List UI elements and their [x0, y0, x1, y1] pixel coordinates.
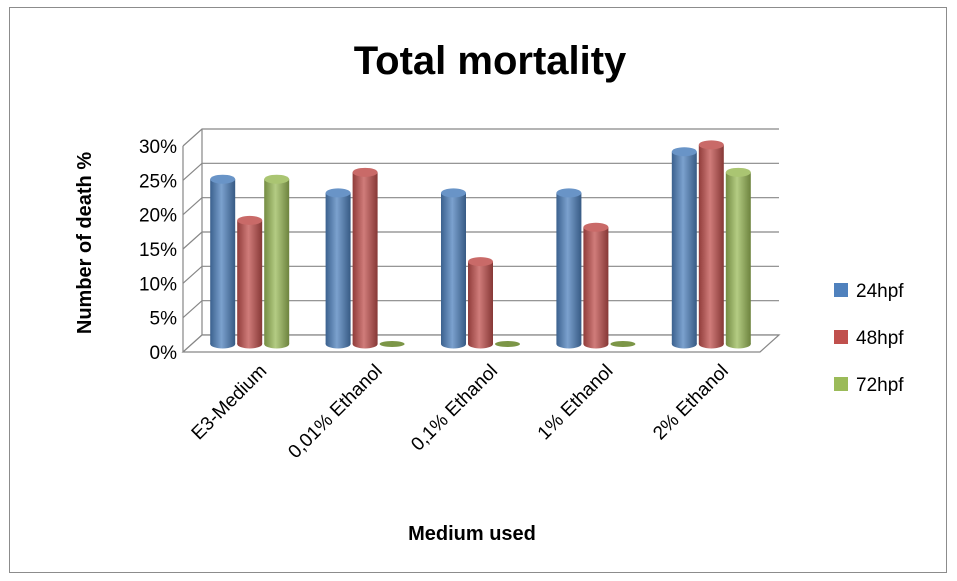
legend-swatch — [834, 330, 848, 344]
bar — [352, 167, 378, 349]
legend-item: 48hpf — [834, 328, 904, 349]
bar — [583, 222, 609, 349]
y-tick-label: 15% — [139, 240, 177, 261]
x-tick-label: 0,01% Ethanol — [284, 361, 386, 463]
chart-title: Total mortality — [354, 39, 627, 83]
bars — [210, 140, 751, 349]
legend-item: 72hpf — [834, 375, 904, 396]
bar — [725, 167, 751, 349]
legend-label: 72hpf — [856, 375, 904, 396]
x-axis-ticks: E3-Medium 0,01% Ethanol 0,1% Ethanol 1% Eth… — [188, 361, 733, 463]
y-tick-label: 0% — [150, 343, 178, 364]
bar — [671, 147, 697, 349]
legend-item: 24hpf — [834, 281, 904, 302]
bar — [379, 341, 405, 347]
legend: 24hpf 48hpf 72hpf — [834, 281, 904, 396]
bar — [210, 174, 236, 349]
legend-label: 48hpf — [856, 328, 904, 349]
y-tick-label: 30% — [139, 137, 177, 158]
x-tick-label: 1% Ethanol — [534, 361, 618, 445]
y-axis-ticks: 0% 5% 10% 15% 20% 25% 30% — [139, 137, 177, 364]
bar — [698, 140, 724, 349]
legend-swatch — [834, 377, 848, 391]
y-axis-label: Number of death % — [74, 152, 96, 334]
y-tick-label: 5% — [150, 309, 178, 330]
x-tick-label: E3-Medium — [188, 361, 272, 445]
x-tick-label: 2% Ethanol — [649, 361, 733, 445]
bar — [556, 188, 582, 349]
bar — [468, 257, 493, 349]
bar — [495, 341, 520, 347]
y-tick-label: 10% — [139, 274, 177, 295]
bar — [237, 215, 263, 349]
bar — [610, 341, 636, 347]
bar — [325, 188, 351, 349]
x-axis-label: Medium used — [408, 523, 536, 545]
legend-swatch — [834, 283, 848, 297]
bar — [264, 174, 290, 349]
y-tick-label: 20% — [139, 206, 177, 227]
legend-label: 24hpf — [856, 281, 904, 302]
gridline — [182, 128, 779, 147]
x-tick-label: 0,1% Ethanol — [407, 361, 502, 456]
y-tick-label: 25% — [139, 171, 177, 192]
bar — [441, 188, 466, 349]
